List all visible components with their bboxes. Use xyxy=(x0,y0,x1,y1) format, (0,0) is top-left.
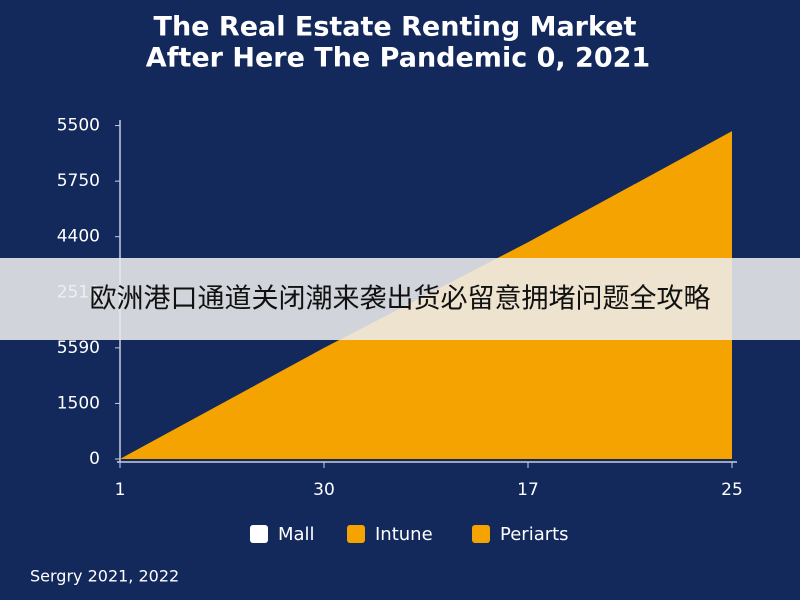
x-tick-label: 17 xyxy=(517,480,539,500)
legend-swatch xyxy=(250,525,268,543)
legend-label: Periarts xyxy=(500,524,569,545)
chart-title: After Here The Pandemic 0, 2021 xyxy=(146,43,650,74)
y-tick-label: 1500 xyxy=(57,393,100,413)
banner-text: 欧洲港口通道关闭潮来袭出货必留意拥堵问题全攻略 xyxy=(90,284,711,315)
y-tick-label: 4400 xyxy=(57,227,100,247)
legend-label: Intune xyxy=(375,524,433,545)
chart-title: The Real Estate Renting Market xyxy=(154,12,637,43)
y-tick-label: 5750 xyxy=(57,171,100,191)
x-tick-label: 25 xyxy=(721,480,743,500)
x-tick-label: 30 xyxy=(313,480,335,500)
y-tick-label: 5590 xyxy=(57,338,100,358)
y-tick-label: 0 xyxy=(89,449,100,469)
legend-swatch xyxy=(347,525,365,543)
legend-swatch xyxy=(472,525,490,543)
y-tick-label: 5500 xyxy=(57,116,100,136)
x-tick-label: 1 xyxy=(115,480,126,500)
banner xyxy=(0,258,800,340)
source-note: Sergry 2021, 2022 xyxy=(30,567,179,586)
legend-label: Mall xyxy=(278,524,315,545)
